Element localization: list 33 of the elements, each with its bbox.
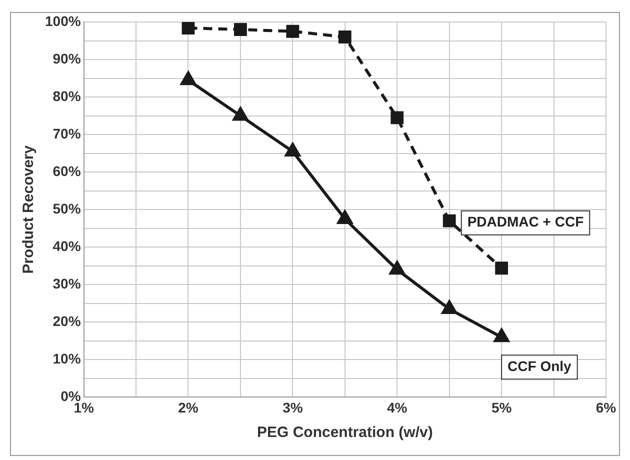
point (182, 22, 195, 34)
y-tick-label: 10% (52, 350, 82, 367)
point (338, 30, 352, 44)
point (495, 262, 508, 275)
point (442, 214, 456, 228)
x-tick-label: 5% (491, 399, 512, 416)
x-tick-label: 6% (596, 399, 617, 416)
y-tick-label: 60% (52, 162, 82, 179)
series-label: CCF Only (508, 358, 572, 374)
point (285, 142, 300, 156)
y-tick-label: 90% (52, 50, 82, 66)
y-tick-label: 40% (52, 238, 82, 254)
x-tick-label: 3% (282, 399, 304, 416)
y-tick-label: 100% (44, 12, 82, 29)
x-axis-title: PEG Concentration (w/v) (256, 424, 433, 442)
x-tick-label: 2% (178, 399, 199, 416)
series-label: PDADMAC + CCF (467, 214, 584, 230)
y-tick-label: 80% (52, 88, 82, 104)
y-tick-label: 50% (52, 200, 82, 216)
y-tick-label: 20% (52, 313, 82, 330)
point (232, 107, 248, 121)
point (390, 111, 404, 124)
y-axis-title: Product Recovery (20, 144, 38, 274)
point (337, 210, 352, 224)
point (442, 300, 457, 314)
point (390, 261, 405, 275)
y-tick-label: 30% (52, 276, 82, 292)
point (494, 328, 510, 342)
y-tick-label: 70% (52, 125, 82, 142)
x-tick-label: 4% (387, 399, 408, 416)
point (234, 23, 247, 36)
point (180, 72, 196, 86)
point (286, 24, 300, 38)
